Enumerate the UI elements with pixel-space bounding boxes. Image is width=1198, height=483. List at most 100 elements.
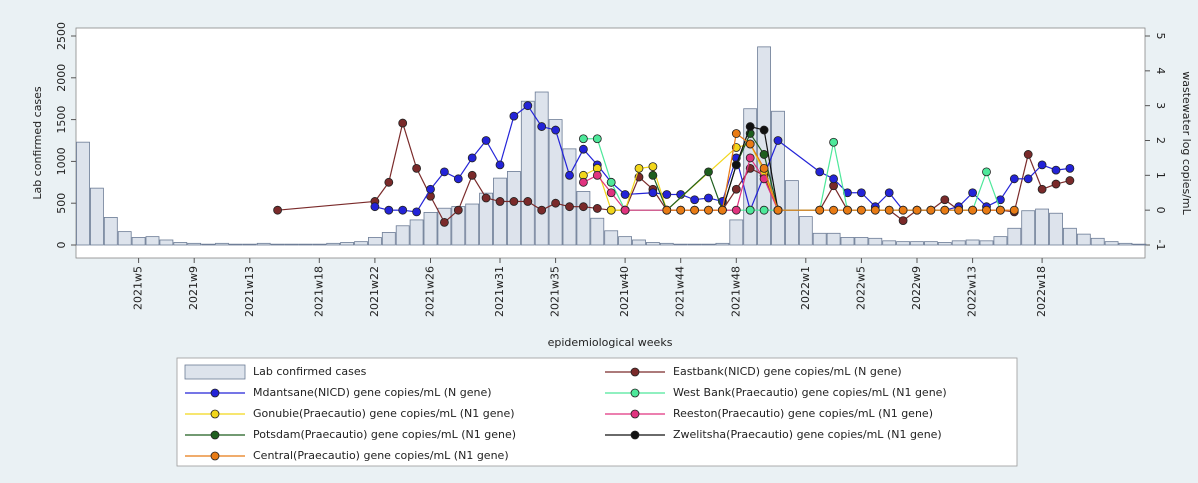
marker bbox=[759, 163, 769, 173]
connector bbox=[555, 129, 571, 176]
marker bbox=[745, 205, 755, 215]
marker bbox=[1023, 150, 1033, 159]
marker bbox=[843, 205, 852, 215]
marker bbox=[592, 134, 602, 144]
marker bbox=[579, 134, 588, 144]
marker bbox=[731, 160, 741, 170]
marker bbox=[704, 205, 713, 215]
marker bbox=[829, 205, 838, 215]
x-tick-label: 2021w13 bbox=[243, 266, 256, 317]
marker bbox=[745, 122, 755, 131]
marker bbox=[620, 205, 630, 215]
marker bbox=[968, 205, 977, 215]
bar bbox=[646, 242, 660, 246]
connector bbox=[749, 143, 765, 169]
connector bbox=[666, 171, 709, 211]
marker bbox=[634, 163, 644, 173]
bar bbox=[90, 187, 104, 246]
x-tick-label: 2021w9 bbox=[187, 266, 200, 310]
marker bbox=[509, 111, 519, 121]
marker bbox=[996, 205, 1005, 215]
bar bbox=[493, 177, 507, 246]
bar bbox=[868, 237, 883, 246]
bar bbox=[520, 100, 535, 246]
marker bbox=[481, 193, 491, 203]
marker bbox=[579, 202, 588, 212]
connector bbox=[499, 115, 515, 166]
connector bbox=[972, 171, 988, 211]
y2-tick-label: 2 bbox=[1154, 137, 1167, 144]
marker bbox=[982, 205, 991, 215]
marker bbox=[523, 101, 533, 111]
bar bbox=[256, 242, 271, 246]
legend-marker bbox=[210, 451, 220, 461]
x-axis-title: epidemiological weeks bbox=[548, 336, 673, 349]
marker bbox=[620, 190, 630, 199]
marker bbox=[731, 205, 741, 215]
marker bbox=[912, 205, 922, 215]
marker bbox=[439, 167, 449, 177]
bar bbox=[618, 236, 632, 246]
connector bbox=[624, 168, 640, 211]
marker bbox=[704, 193, 713, 203]
marker bbox=[592, 204, 602, 213]
connector bbox=[819, 185, 835, 211]
y-tick-label: 0 bbox=[55, 242, 68, 249]
connector bbox=[985, 171, 1001, 211]
bar bbox=[548, 119, 563, 246]
x-tick-label: 2021w26 bbox=[424, 266, 437, 317]
marker bbox=[1023, 174, 1033, 184]
marker bbox=[453, 205, 463, 215]
bar bbox=[298, 243, 313, 246]
marker bbox=[648, 188, 658, 198]
marker bbox=[759, 150, 769, 159]
bar bbox=[270, 243, 285, 246]
connector bbox=[610, 182, 626, 211]
marker bbox=[857, 205, 866, 215]
bar bbox=[812, 232, 827, 246]
marker bbox=[648, 162, 658, 172]
bar bbox=[409, 219, 424, 246]
marker bbox=[1051, 165, 1061, 175]
marker bbox=[690, 205, 699, 215]
marker bbox=[412, 207, 422, 217]
marker bbox=[829, 174, 838, 184]
bar bbox=[312, 243, 327, 246]
connector bbox=[763, 129, 779, 211]
bar bbox=[1118, 242, 1133, 246]
connector bbox=[457, 175, 473, 211]
marker bbox=[690, 195, 699, 205]
marker bbox=[954, 205, 964, 215]
bar bbox=[687, 243, 702, 246]
marker bbox=[384, 177, 394, 187]
x-tick-label: 2021w48 bbox=[729, 266, 742, 317]
marker bbox=[1051, 179, 1061, 189]
marker bbox=[467, 153, 477, 163]
connector bbox=[721, 133, 737, 211]
connector bbox=[1013, 154, 1029, 213]
marker bbox=[745, 139, 755, 149]
marker bbox=[509, 197, 519, 206]
connector bbox=[625, 192, 653, 196]
bar bbox=[604, 230, 619, 246]
marker bbox=[495, 197, 505, 206]
bar bbox=[910, 241, 924, 246]
bar bbox=[882, 240, 897, 246]
marker bbox=[745, 153, 755, 163]
marker bbox=[898, 216, 908, 226]
bar bbox=[1090, 237, 1105, 246]
y-tick-label: 500 bbox=[55, 193, 68, 214]
bar bbox=[215, 242, 229, 246]
marker bbox=[982, 167, 991, 177]
bar bbox=[965, 239, 980, 246]
bar bbox=[993, 236, 1008, 246]
bar bbox=[798, 216, 813, 246]
x-tick-label: 2022w5 bbox=[854, 266, 867, 310]
bar bbox=[951, 240, 966, 246]
marker bbox=[398, 205, 408, 215]
marker bbox=[370, 202, 380, 212]
legend-marker bbox=[210, 388, 220, 398]
bar bbox=[729, 219, 744, 246]
connector bbox=[833, 142, 849, 211]
